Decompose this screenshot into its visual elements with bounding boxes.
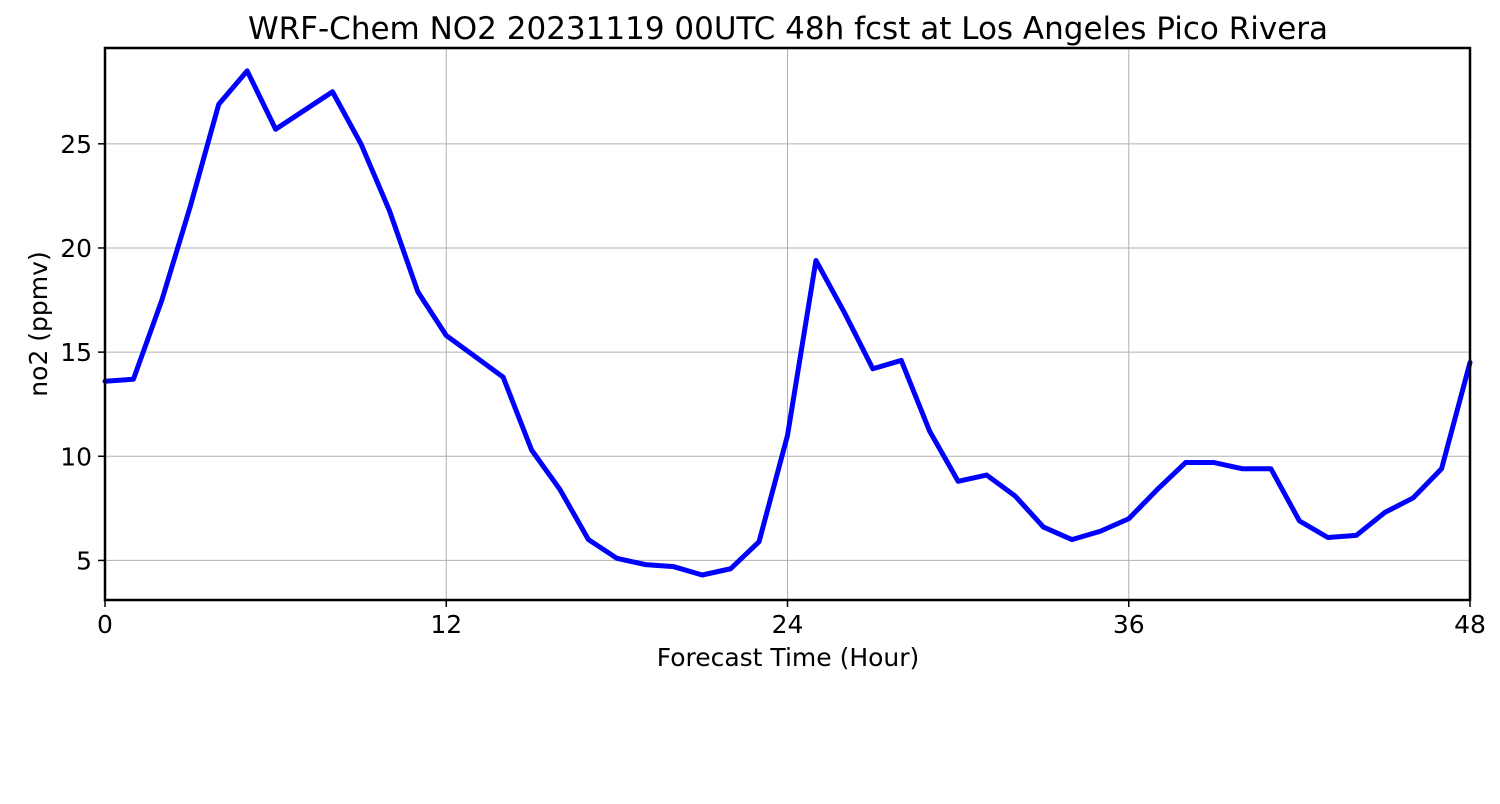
y-axis-ticks: 5 10 15 20 25 (60, 130, 105, 575)
chart-title: WRF-Chem NO2 20231119 00UTC 48h fcst at … (248, 11, 1328, 47)
y-axis-label: no2 (ppmv) (24, 251, 53, 396)
y-tick-label: 25 (60, 130, 92, 159)
grid-lines (104, 48, 1471, 600)
x-tick-label: 0 (97, 610, 113, 639)
y-tick-label: 20 (60, 234, 92, 263)
y-tick-label: 10 (60, 442, 92, 471)
x-tick-label: 48 (1454, 610, 1486, 639)
series-layer (102, 68, 1473, 578)
no2-series-line (102, 68, 1473, 578)
x-tick-label: 12 (430, 610, 462, 639)
x-axis-label: Forecast Time (Hour) (657, 643, 920, 672)
x-tick-label: 24 (772, 610, 804, 639)
x-axis-ticks: 0 12 24 36 48 (97, 600, 1486, 639)
y-tick-label: 15 (60, 338, 92, 367)
y-tick-label: 5 (76, 546, 92, 575)
x-tick-label: 36 (1113, 610, 1145, 639)
